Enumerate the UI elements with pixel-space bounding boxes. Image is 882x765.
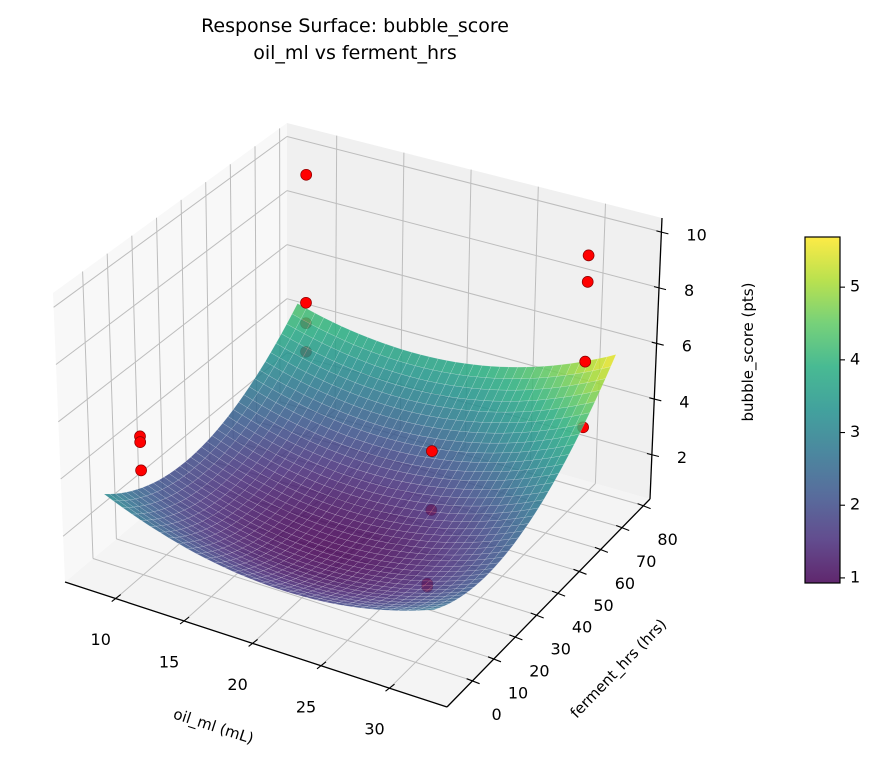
y-gridline	[116, 538, 495, 660]
y-gridline	[229, 164, 234, 442]
surface-patch	[544, 473, 560, 485]
y-gridline	[156, 217, 164, 500]
data-point	[300, 296, 312, 309]
z-tick-label: 2	[677, 448, 687, 467]
z-tick	[651, 341, 664, 346]
y-tick	[530, 612, 544, 619]
response-surface	[103, 303, 617, 611]
y-tick-label: 50	[593, 596, 613, 615]
z-tick	[653, 286, 667, 291]
z-tick	[656, 230, 669, 235]
data-point	[300, 168, 313, 181]
surface-patch	[468, 578, 485, 585]
y-gridline	[205, 182, 211, 461]
colorbar-tick-label: 2	[850, 495, 860, 514]
z-tick-label: 8	[684, 281, 694, 300]
x-tick-label: 20	[227, 675, 247, 694]
scatter-points-front	[134, 168, 595, 477]
data-point	[582, 249, 595, 262]
x-tick	[385, 683, 395, 692]
surface-patch	[488, 556, 505, 565]
y-gridline	[254, 146, 258, 422]
colorbar-tick-label: 5	[850, 277, 860, 296]
y-axis-line	[446, 498, 651, 708]
y-gridline	[106, 253, 117, 539]
chart-title-line-2: oil_ml vs ferment_hrs	[253, 42, 457, 64]
data-point	[579, 355, 592, 368]
y-tick	[616, 524, 630, 532]
y-tick-label: 40	[572, 618, 592, 637]
surface-patch	[601, 354, 617, 370]
z-gridline	[286, 190, 660, 289]
left-pane	[53, 123, 287, 582]
y-tick-label: 10	[508, 683, 528, 702]
y-tick	[509, 634, 523, 641]
z-gridline	[286, 136, 662, 233]
y-tick	[594, 546, 609, 553]
colorbar-tick-label: 4	[850, 349, 860, 368]
x-gridline	[389, 483, 596, 689]
x-tick-label: 25	[296, 697, 316, 716]
colorbar-gradient	[805, 237, 840, 583]
x-tick-label: 10	[91, 630, 111, 649]
surface-patch	[483, 562, 500, 570]
chart-title-line-1: Response Surface: bubble_score	[201, 15, 509, 37]
surface-patch	[424, 607, 440, 611]
z-gridline	[62, 352, 288, 537]
z-tick	[649, 397, 662, 402]
surface-patch	[590, 378, 606, 393]
x-tick	[248, 638, 258, 647]
y-tick	[573, 568, 587, 575]
colorbar-tick-label: 1	[850, 567, 860, 586]
z-gridline	[55, 190, 288, 365]
x-axis-line	[64, 581, 448, 708]
colorbar: 1 2 3 4 5	[804, 236, 860, 586]
y-tick-label: 80	[657, 530, 677, 549]
x-tick	[179, 616, 190, 625]
data-point	[581, 276, 594, 288]
z-tick-label: 10	[686, 225, 706, 244]
z-axis-line	[649, 217, 663, 500]
z-tick-label: 6	[682, 337, 692, 356]
surface-patch	[463, 582, 480, 589]
x-axis-label: oil_ml (mL)	[171, 705, 256, 749]
surface-patch	[478, 568, 495, 575]
x-tick-label: 30	[364, 720, 384, 739]
x-gridline	[594, 203, 606, 484]
z-tick	[646, 452, 660, 458]
x-tick	[316, 661, 327, 670]
x-tick-label: 15	[159, 653, 179, 672]
y-tick	[487, 656, 502, 663]
y-tick-label: 0	[492, 705, 502, 724]
data-point	[134, 436, 147, 448]
surface-patch	[585, 389, 601, 405]
surface-patch	[539, 482, 555, 494]
surface-patch	[580, 401, 596, 416]
y-tick	[637, 503, 651, 510]
y-tick	[466, 678, 480, 685]
z-gridline	[53, 136, 288, 308]
data-point	[426, 445, 438, 457]
z-tick-label: 4	[679, 392, 689, 411]
y-gridline	[92, 558, 473, 682]
z-axis-label: bubble_score (pts)	[739, 283, 758, 422]
y-tick-label: 60	[615, 574, 635, 593]
y-tick-label: 30	[551, 640, 571, 659]
y-tick-label: 20	[529, 661, 549, 680]
y-gridline	[180, 199, 187, 481]
z-gridline	[57, 244, 288, 423]
surface-patch	[473, 573, 490, 580]
data-point	[135, 464, 147, 477]
z-gridline	[286, 244, 657, 344]
colorbar-tick-label: 3	[850, 422, 860, 441]
y-gridline	[82, 271, 94, 559]
colorbar-frame	[804, 236, 841, 584]
z-gridline	[60, 298, 288, 480]
surface-patch	[444, 597, 460, 603]
y-tick	[551, 590, 566, 597]
x-tick	[111, 594, 122, 603]
y-tick-label: 70	[636, 552, 656, 571]
